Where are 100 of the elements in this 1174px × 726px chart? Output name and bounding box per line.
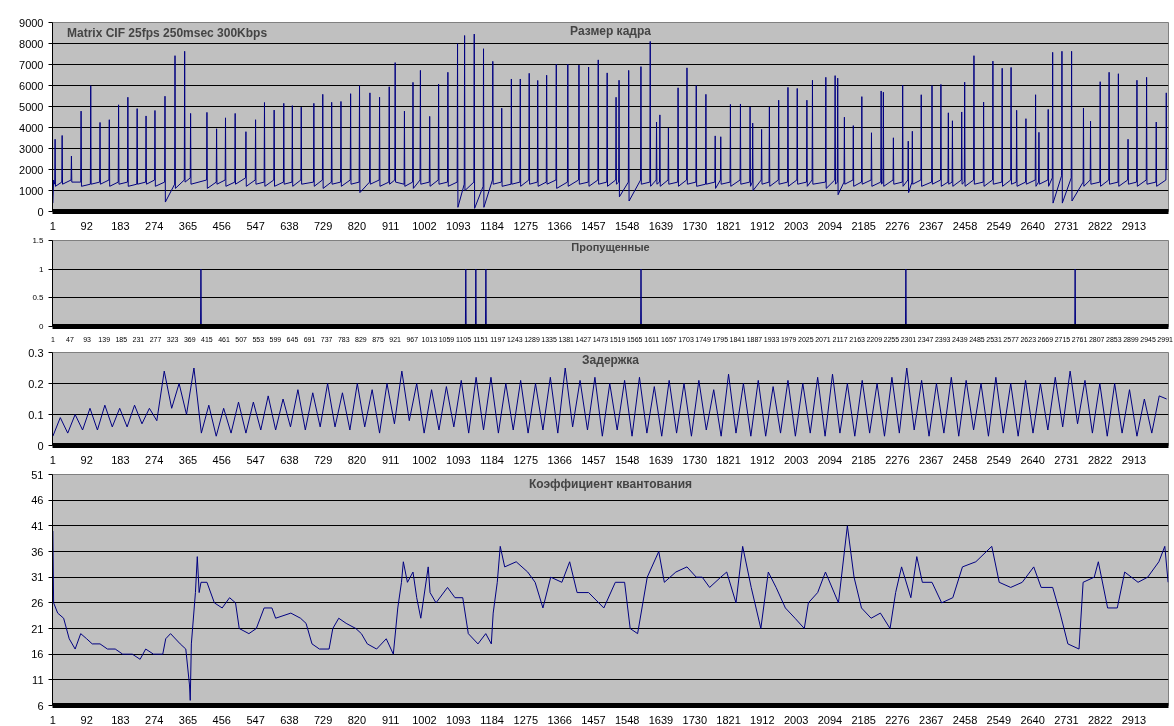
x-tick-label: 2822	[1087, 713, 1113, 726]
x-tick-label: 2367	[919, 453, 944, 466]
x-tick-label: 2822	[1087, 453, 1113, 466]
x-tick-label: 92	[80, 713, 93, 726]
x-tick-label: 1184	[480, 713, 504, 726]
x-tick-label: 1457	[581, 219, 606, 232]
x-tick-label: 2731	[1054, 219, 1079, 232]
x-tick-label: 456	[212, 219, 231, 232]
x-tick-label: 2094	[817, 453, 843, 466]
x-tick-label: 820	[347, 453, 367, 466]
y-tick-label: 0	[37, 205, 44, 218]
x-tick-label: 1730	[682, 713, 708, 726]
y-tick-label: 26	[31, 596, 44, 609]
x-tick-label: 1366	[547, 219, 572, 232]
chart-title: Коэффициент квантования	[528, 476, 693, 491]
x-tick-label: 1093	[446, 713, 471, 726]
x-tick-label: 456	[212, 713, 231, 726]
x-tick-label: 638	[280, 713, 299, 726]
x-tick-label: 820	[347, 713, 367, 726]
chart-title: Задержка	[582, 353, 640, 368]
x-tick-label: 1457	[581, 713, 606, 726]
y-tick-label: 0.2	[28, 377, 44, 390]
x-tick-label: 911	[381, 713, 400, 726]
x-tick-label: 1093	[446, 219, 471, 232]
x-tick-label: 2003	[783, 713, 809, 726]
x-tick-label: 2731	[1054, 713, 1079, 726]
x-tick-label: 1548	[614, 219, 640, 232]
x-tick-label: 2185	[851, 453, 876, 466]
x-tick-label: 183	[111, 219, 130, 232]
x-tick-label: 547	[246, 713, 265, 726]
x-tick-label: 274	[145, 453, 164, 466]
x-tick-label: 2913	[1121, 713, 1147, 726]
x-tick-label: 820	[347, 219, 367, 232]
x-tick-label: 1002	[412, 219, 437, 232]
x-tick-label: 2003	[783, 453, 809, 466]
x-tick-label: 274	[145, 219, 164, 232]
y-tick-label: 36	[31, 545, 44, 558]
x-tick-label: 92	[80, 453, 93, 466]
x-tick-label: 2640	[1020, 219, 1045, 232]
x-tick-label: 183	[111, 453, 130, 466]
x-tick-label: 2549	[986, 219, 1012, 232]
y-tick-label: 5000	[19, 100, 44, 113]
y-tick-label: 41	[31, 519, 44, 532]
x-tick-label: 1366	[547, 713, 572, 726]
x-tick-label: 2003	[783, 219, 809, 232]
x-tick-label: 2276	[885, 219, 910, 232]
x-tick-label: 729	[313, 219, 333, 232]
x-tick-label: 2276	[885, 713, 910, 726]
y-tick-label: 7000	[19, 58, 44, 71]
x-tick-label: 2640	[1020, 453, 1045, 466]
x-tick-label: 729	[313, 453, 333, 466]
x-tick-label: 1184	[480, 219, 504, 232]
x-tick-label: 2549	[986, 713, 1012, 726]
y-tick-label: 51	[31, 468, 44, 481]
x-tick-label: 911	[381, 219, 400, 232]
x-tick-label: 1457	[581, 453, 606, 466]
x-tick-label: 2367	[919, 219, 944, 232]
x-tick-label: 2276	[885, 453, 910, 466]
y-tick-label: 3000	[19, 142, 44, 155]
x-tick-label: 2185	[851, 713, 876, 726]
x-tick-label: 2094	[817, 219, 843, 232]
y-tick-label: 1	[39, 264, 45, 274]
chart-title: Пропущенные	[571, 241, 650, 254]
y-tick-label: 0.5	[32, 293, 45, 303]
x-tick-label: 1548	[614, 713, 640, 726]
y-tick-label: 16	[31, 648, 44, 661]
x-tick-label: 2913	[1121, 219, 1147, 232]
x-tick-label: 2731	[1054, 453, 1079, 466]
x-tick-label: 365	[178, 453, 198, 466]
chart-title: Размер кадра	[570, 24, 652, 39]
y-tick-label: 11	[32, 673, 44, 686]
x-tick-label: 1639	[648, 219, 674, 232]
x-tick-label: 1912	[750, 453, 775, 466]
x-tick-label: 1275	[513, 453, 539, 466]
x-tick-label: 365	[178, 219, 198, 232]
x-tick-label: 1366	[547, 453, 572, 466]
x-tick-label: 2458	[952, 713, 978, 726]
x-tick-label: 547	[246, 219, 265, 232]
x-tick-label: 547	[246, 453, 265, 466]
x-tick-label: 638	[280, 219, 299, 232]
annotation: Matrix CIF 25fps 250msec 300Kbps	[67, 26, 268, 41]
x-tick-label: 638	[280, 453, 299, 466]
y-tick-label: 0	[39, 322, 45, 331]
x-tick-label: 1002	[412, 713, 437, 726]
x-tick-label: 1	[49, 713, 56, 726]
y-tick-label: 6000	[19, 79, 44, 92]
x-tick-label: 183	[111, 713, 130, 726]
x-tick-label: 1	[49, 219, 56, 232]
x-tick-label: 2185	[851, 219, 876, 232]
y-tick-label: 31	[31, 571, 44, 584]
x-tick-label: 274	[145, 713, 164, 726]
y-tick-label: 6	[37, 699, 44, 712]
y-tick-label: 9000	[19, 16, 44, 29]
x-tick-label: 1275	[513, 713, 539, 726]
x-tick-label: 2640	[1020, 713, 1045, 726]
x-tick-label: 2458	[952, 453, 978, 466]
y-tick-label: 1000	[19, 184, 44, 197]
x-tick-label: 2822	[1087, 219, 1113, 232]
x-tick-label: 2913	[1121, 453, 1147, 466]
x-tick-label: 1730	[682, 453, 708, 466]
